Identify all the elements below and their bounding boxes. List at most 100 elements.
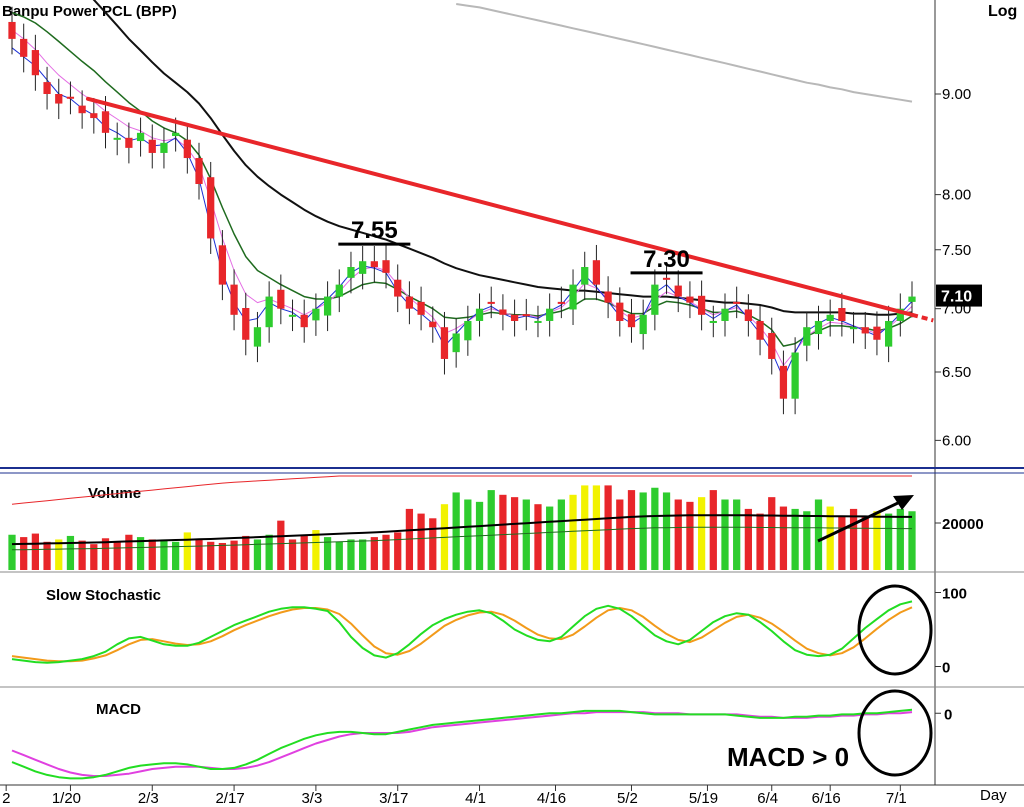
x-tick-label: 4/1 bbox=[465, 790, 486, 807]
volume-bar bbox=[756, 513, 764, 570]
volume-bar bbox=[487, 490, 495, 570]
x-tick-label: 2 bbox=[2, 790, 10, 807]
volume-bar bbox=[569, 494, 577, 570]
volume-trend-arrow bbox=[817, 500, 901, 543]
volume-bar bbox=[697, 497, 706, 570]
annotations: 7.10 7.55 7.30 MACD > 0 bbox=[338, 217, 982, 777]
candle-body bbox=[803, 327, 811, 346]
stochastic-highlight-circle bbox=[857, 584, 933, 676]
ma-100-line bbox=[92, 0, 913, 316]
price-candles bbox=[8, 6, 916, 415]
candle-body bbox=[160, 142, 168, 153]
volume-bar bbox=[370, 537, 378, 570]
candle-body bbox=[569, 284, 577, 310]
candle-body bbox=[510, 314, 519, 321]
stochastic-y-tick-label: 0 bbox=[942, 660, 950, 677]
candle-body bbox=[242, 308, 250, 340]
volume-ma-long-line bbox=[11, 514, 912, 546]
candle-body bbox=[581, 267, 589, 285]
volume-bar bbox=[499, 494, 507, 570]
volume-bar bbox=[43, 541, 51, 570]
volume-bar bbox=[20, 537, 28, 570]
candle-body bbox=[300, 314, 308, 328]
volume-bar bbox=[183, 532, 191, 570]
volume-bar bbox=[359, 539, 367, 570]
volume-bar bbox=[662, 492, 671, 570]
volume-bar bbox=[733, 499, 741, 570]
volume-bar bbox=[78, 540, 86, 570]
candle-body bbox=[113, 137, 121, 140]
price-y-tick-label: 7.50 bbox=[942, 242, 971, 259]
volume-bar bbox=[896, 508, 904, 570]
candle-body bbox=[475, 308, 484, 321]
volume-bar bbox=[417, 513, 425, 570]
volume-bar bbox=[557, 499, 565, 570]
volume-bar bbox=[113, 541, 121, 570]
x-tick-label: 6/4 bbox=[757, 790, 778, 807]
price-y-tick-label: 8.00 bbox=[942, 187, 971, 204]
candle-body bbox=[838, 308, 846, 321]
candle-body bbox=[66, 96, 75, 99]
candle-body bbox=[359, 261, 367, 274]
candle-body bbox=[709, 320, 717, 323]
candle-body bbox=[335, 284, 343, 297]
price-y-tick-label: 9.00 bbox=[942, 86, 971, 103]
candle-body bbox=[31, 50, 39, 76]
volume-bar bbox=[335, 541, 343, 570]
candle-body bbox=[522, 314, 530, 317]
volume-bar bbox=[744, 508, 752, 570]
volume-bar bbox=[838, 515, 846, 570]
trendline-extension bbox=[911, 312, 934, 323]
candle-body bbox=[721, 308, 729, 321]
volume-bar bbox=[651, 487, 659, 570]
volume-bar bbox=[323, 537, 332, 570]
volume-ma-mid-line bbox=[11, 475, 912, 505]
volume-bar bbox=[277, 520, 285, 570]
volume-bar bbox=[639, 492, 647, 570]
candle-body bbox=[253, 327, 262, 347]
candle-body bbox=[382, 260, 390, 273]
ma-200-line bbox=[456, 3, 913, 103]
volume-bar bbox=[674, 499, 682, 570]
volume-bar bbox=[510, 497, 519, 570]
candle-body bbox=[8, 21, 16, 39]
x-tick-label: 7/1 bbox=[886, 790, 907, 807]
candle-body bbox=[885, 320, 893, 347]
candle-body bbox=[662, 277, 671, 280]
last-price-box bbox=[936, 284, 982, 307]
volume-bar bbox=[686, 501, 694, 570]
candle-body bbox=[417, 301, 425, 315]
candle-body bbox=[230, 284, 238, 315]
volume-bar bbox=[861, 515, 869, 570]
candle-body bbox=[744, 309, 752, 321]
candle-body bbox=[756, 320, 764, 340]
volume-bar bbox=[230, 540, 238, 570]
volume-bar bbox=[125, 534, 133, 570]
stochastic-d-line bbox=[11, 606, 913, 663]
macd-lines bbox=[11, 708, 913, 780]
x-tick-label: 4/16 bbox=[537, 790, 566, 807]
candle-body bbox=[791, 352, 799, 399]
x-tick-label: 3/17 bbox=[379, 790, 408, 807]
x-axis-label: Day bbox=[980, 787, 1007, 804]
candle-body bbox=[148, 139, 156, 153]
volume-bar bbox=[908, 511, 916, 570]
candle-body bbox=[674, 285, 682, 297]
volume-bar bbox=[90, 544, 98, 570]
volume-bar bbox=[394, 532, 402, 570]
volume-bar bbox=[382, 534, 390, 570]
candle-body bbox=[125, 137, 133, 148]
resistance-level-label: 7.30 bbox=[643, 246, 690, 273]
volume-bar bbox=[195, 539, 203, 570]
candle-body bbox=[826, 314, 834, 321]
volume-bar bbox=[172, 541, 180, 570]
volume-ma-short-line bbox=[11, 526, 912, 551]
candle-body bbox=[733, 301, 741, 304]
volume-bar bbox=[592, 485, 601, 570]
candle-body bbox=[452, 333, 460, 353]
candle-body bbox=[394, 279, 402, 297]
trendline-layer bbox=[85, 96, 934, 323]
macd-y-tick-label: 0 bbox=[944, 706, 952, 723]
